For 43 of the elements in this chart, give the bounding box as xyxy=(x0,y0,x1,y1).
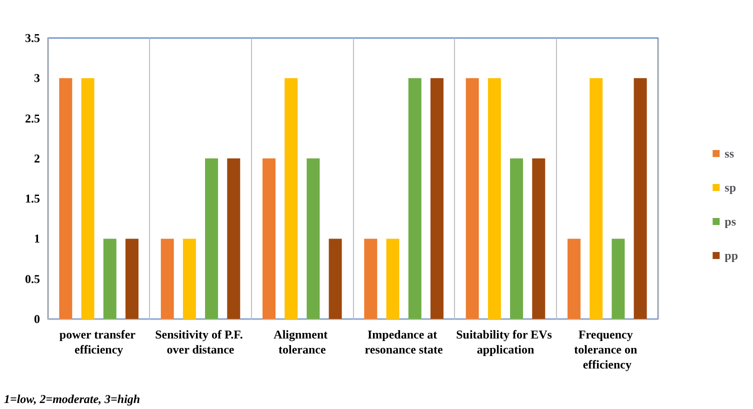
bar xyxy=(205,158,218,319)
bar xyxy=(81,78,94,319)
legend-label: ps xyxy=(724,214,736,228)
y-tick-label: 0.5 xyxy=(25,272,40,286)
bar xyxy=(284,78,298,319)
bar xyxy=(386,238,400,319)
bar xyxy=(328,238,342,319)
bar xyxy=(125,238,138,319)
y-tick-label: 0 xyxy=(34,312,40,326)
legend-label: sp xyxy=(724,180,736,194)
bar xyxy=(59,78,72,319)
bar xyxy=(568,238,581,319)
x-tick-label: Frequency tolerance on efficiency xyxy=(574,328,640,372)
bar xyxy=(590,78,603,319)
y-tick-label: 2 xyxy=(34,151,40,166)
x-tick-label: Sensitivity of P.F. over distance xyxy=(155,328,246,356)
bar xyxy=(510,158,524,319)
bar xyxy=(612,238,625,319)
x-tick-label: Impedance at resonance state xyxy=(364,328,444,356)
bar xyxy=(634,78,647,319)
y-tick-label: 2.5 xyxy=(25,111,40,126)
bar xyxy=(262,158,276,319)
legend-label: pp xyxy=(724,248,738,262)
bar xyxy=(408,78,422,319)
x-tick-label: Suitability for EVs application xyxy=(456,328,555,356)
bar xyxy=(306,158,320,319)
legend-label: ss xyxy=(724,146,734,160)
bar xyxy=(227,158,240,319)
y-tick-label: 3.5 xyxy=(25,31,40,45)
x-tick-label: power transfer efficiency xyxy=(59,328,138,356)
bar xyxy=(364,238,378,319)
bar xyxy=(182,238,196,319)
bar xyxy=(466,78,479,319)
bar xyxy=(532,158,546,319)
y-tick-label: 1.5 xyxy=(25,192,40,206)
bar xyxy=(103,238,116,319)
bar xyxy=(160,238,174,319)
text: 1=low, 2=moderate, 3=high xyxy=(4,392,140,406)
bar xyxy=(488,78,501,319)
bar xyxy=(430,78,444,319)
y-tick-label: 3 xyxy=(34,71,40,86)
x-tick-label: Alignment tolerance xyxy=(274,328,331,356)
y-tick-label: 1 xyxy=(34,232,40,246)
